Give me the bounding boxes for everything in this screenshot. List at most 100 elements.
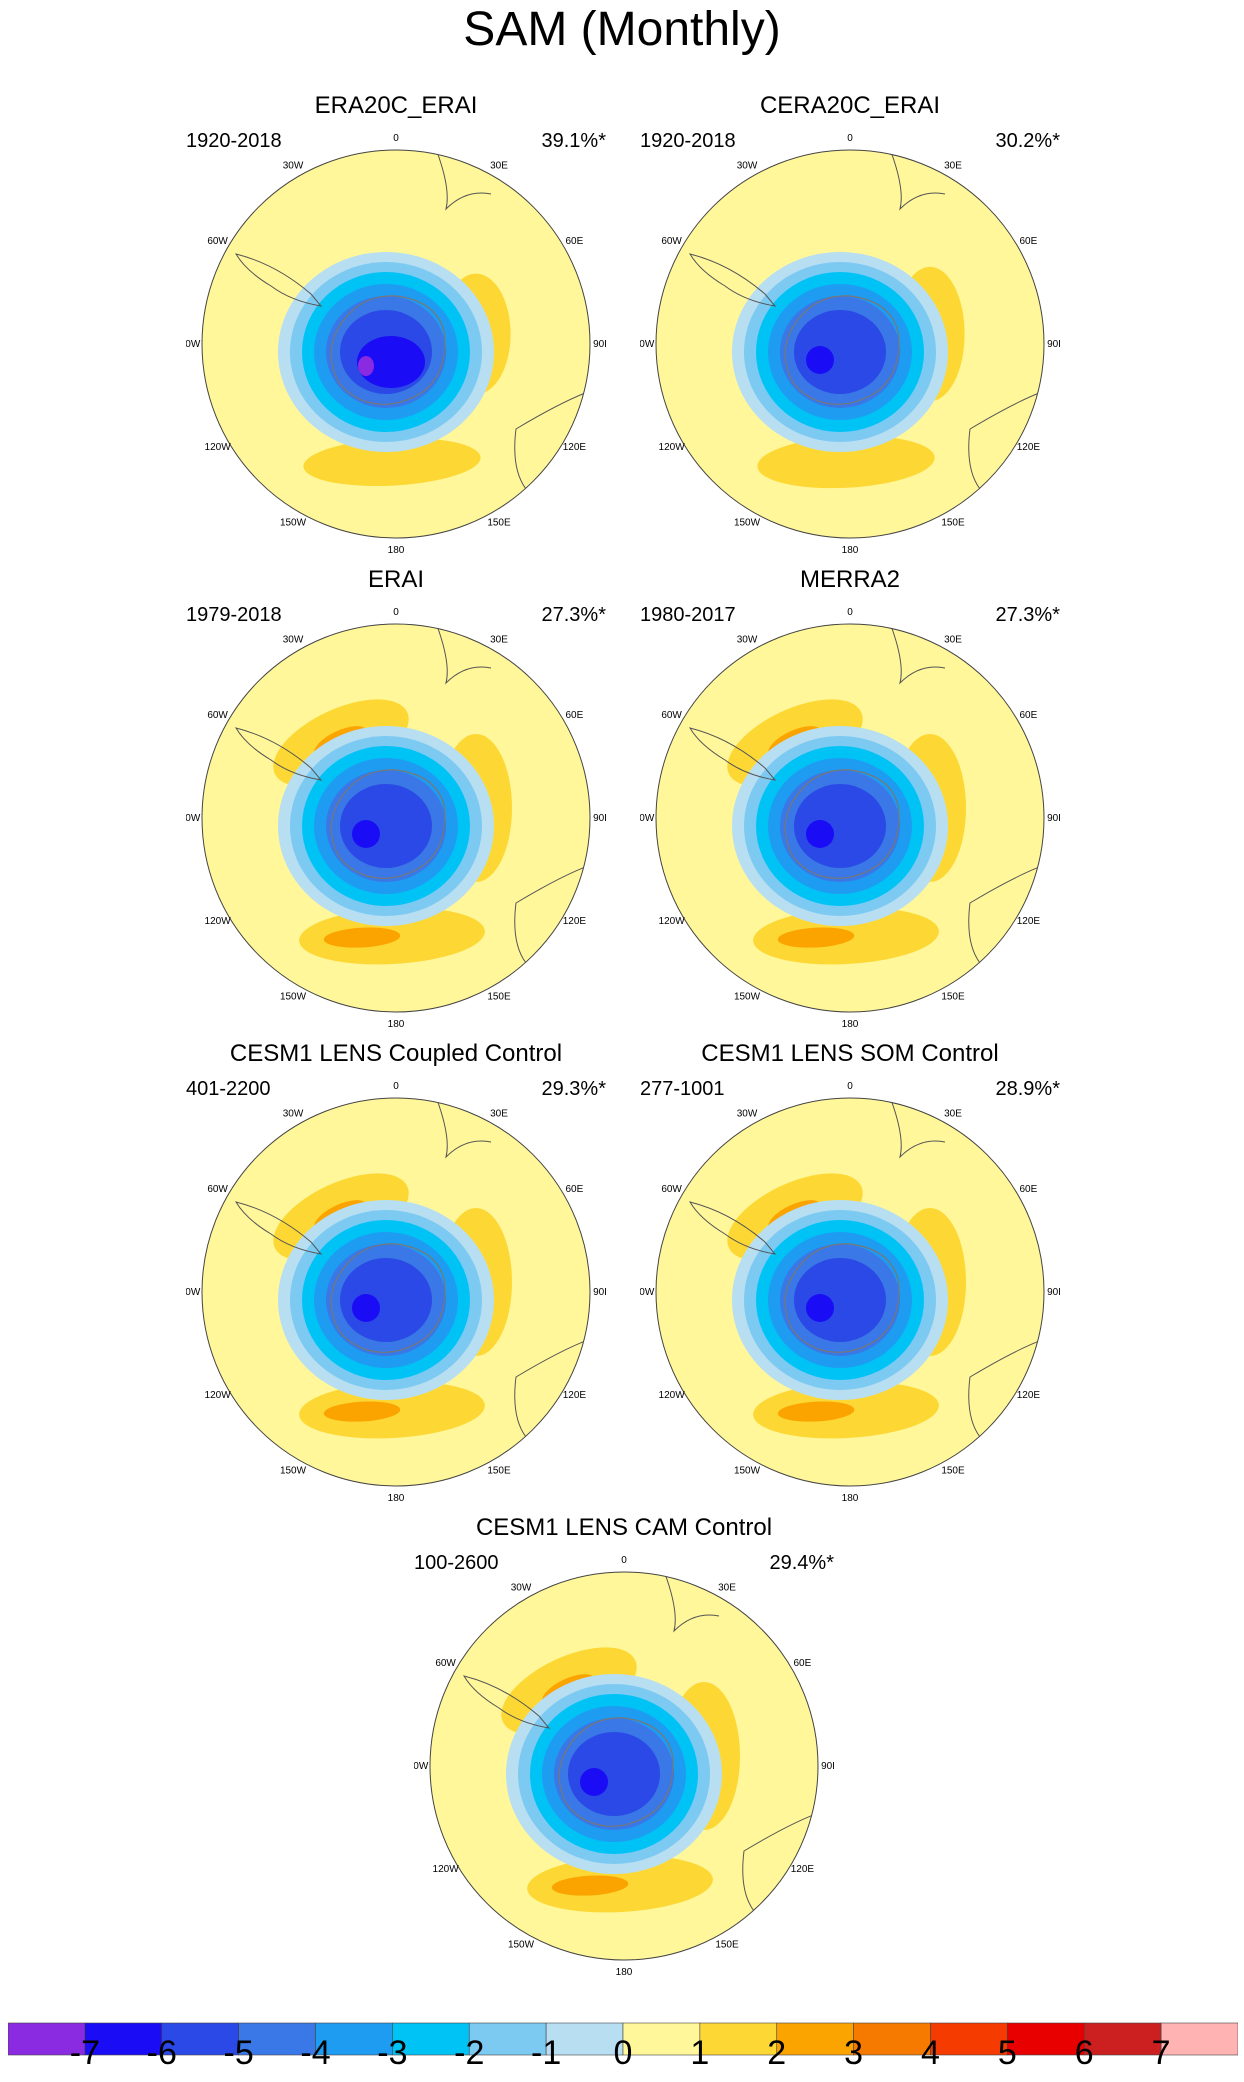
longitude-tick-label: 30W xyxy=(283,635,304,646)
antarctica-coastline xyxy=(558,1717,674,1827)
panel-cesm1-cam-control: CESM1 LENS CAM Control 100-2600 29.4%* 0… xyxy=(414,1514,835,1976)
longitude-tick-label: 150W xyxy=(508,1939,535,1950)
longitude-tick-label: 120W xyxy=(433,1864,460,1875)
antarctica-coastline xyxy=(784,769,900,879)
antarctica-coastline xyxy=(330,1243,446,1353)
longitude-tick-label: 60E xyxy=(566,710,584,721)
map-border xyxy=(201,623,591,1013)
panel-years: 1980-2017 xyxy=(640,604,736,626)
longitude-tick-label: 120W xyxy=(205,1390,232,1401)
longitude-tick-label: 60E xyxy=(1020,1184,1038,1195)
colorbar-swatch xyxy=(8,2022,86,2056)
max-negative-core xyxy=(358,356,374,376)
longitude-tick-label: 30E xyxy=(944,635,962,646)
panel-title: CESM1 LENS Coupled Control xyxy=(229,1040,563,1067)
longitude-tick-label: 120E xyxy=(1017,442,1041,453)
south-america-outline xyxy=(234,253,323,307)
colorbar-label: -1 xyxy=(531,2034,562,2072)
colorbar-label: 3 xyxy=(844,2034,864,2072)
south-america-outline xyxy=(462,1675,551,1729)
antarctica-coastline xyxy=(784,295,900,405)
longitude-tick-label: 30W xyxy=(283,1109,304,1120)
antarctica-coastline xyxy=(330,769,446,879)
longitude-tick-label: 120W xyxy=(659,1390,686,1401)
map-border xyxy=(201,1097,591,1487)
longitude-tick-label: 30W xyxy=(283,161,304,172)
panel-cesm1-coupled-control: CESM1 LENS Coupled Control 401-2200 29.3… xyxy=(186,1040,606,1502)
longitude-tick-label: 0 xyxy=(393,607,399,618)
positive-anomaly-region xyxy=(757,435,935,489)
positive-anomaly-core xyxy=(323,1401,401,1422)
longitude-tick-label: 180 xyxy=(388,1493,405,1502)
negative-anomaly-contour xyxy=(794,310,886,394)
longitude-tick-label: 180 xyxy=(842,1019,859,1028)
strong-negative-core xyxy=(352,820,380,848)
colorbar-swatch xyxy=(84,2022,163,2056)
longitude-tick-label: 60W xyxy=(207,236,228,247)
negative-anomaly-contour xyxy=(340,1258,432,1342)
map-border xyxy=(655,1097,1045,1487)
longitude-tick-label: 30W xyxy=(737,161,758,172)
longitude-tick-label: 180 xyxy=(388,1019,405,1028)
colorbar-label: -3 xyxy=(377,2034,408,2072)
panel-title: MERRA2 xyxy=(799,566,901,593)
polar-map: 0 30E 60E 90E 120E 150E 180 150W 120W 90W 60W 30W xyxy=(186,133,606,554)
panel-years: 401-2200 xyxy=(186,1078,271,1100)
longitude-tick-label: 120W xyxy=(659,916,686,927)
longitude-tick-label: 90E xyxy=(821,1761,834,1772)
longitude-tick-label: 150E xyxy=(487,1465,511,1476)
longitude-tick-label: 120E xyxy=(1017,916,1041,927)
panel-variance: 29.4%* xyxy=(769,1552,835,1574)
colorbar-swatch xyxy=(776,2022,854,2056)
longitude-tick-label: 60E xyxy=(566,236,584,247)
longitude-tick-label: 120W xyxy=(659,442,686,453)
colorbar-swatch xyxy=(853,2022,931,2056)
south-america-outline xyxy=(234,727,323,781)
longitude-tick-label: 30E xyxy=(490,635,508,646)
longitude-tick-label: 60W xyxy=(207,1184,228,1195)
longitude-tick-label: 30E xyxy=(490,161,508,172)
longitude-tick-label: 150W xyxy=(280,991,307,1002)
polar-map: 0 30E 60E 90E 120E 150E 180 150W 120W 90W 60W 30W xyxy=(186,1081,606,1502)
longitude-tick-label: 30W xyxy=(511,1583,532,1594)
longitude-tick-label: 60W xyxy=(661,1184,682,1195)
map-border xyxy=(655,149,1045,539)
panel-era20c-erai: ERA20C_ERAI 1920-2018 39.1%* 0 30E 60E 90E 1… xyxy=(186,92,606,554)
panel-years: 100-2600 xyxy=(414,1552,499,1574)
map-border xyxy=(429,1571,819,1961)
longitude-tick-label: 90W xyxy=(414,1761,429,1772)
polar-map: 0 30E 60E 90E 120E 150E 180 150W 120W 90W 60W 30W xyxy=(640,133,1060,554)
longitude-tick-label: 30E xyxy=(944,1109,962,1120)
longitude-tick-label: 60E xyxy=(794,1658,812,1669)
longitude-tick-label: 0 xyxy=(393,1081,399,1092)
panel-title: CESM1 LENS CAM Control xyxy=(475,1514,773,1541)
panel-cesm1-som-control: CESM1 LENS SOM Control 277-1001 28.9%* 0… xyxy=(640,1040,1060,1502)
polar-map: 0 30E 60E 90E 120E 150E 180 150W 120W 90W 60W 30W xyxy=(640,607,1060,1028)
longitude-tick-label: 120W xyxy=(205,916,232,927)
africa-outline xyxy=(889,1098,946,1159)
longitude-tick-label: 30W xyxy=(737,635,758,646)
colorbar-label: 1 xyxy=(690,2034,710,2072)
negative-anomaly-contour xyxy=(568,1732,660,1816)
panel-years: 1920-2018 xyxy=(186,130,282,152)
south-america-outline xyxy=(688,253,777,307)
longitude-tick-label: 180 xyxy=(388,545,405,554)
longitude-tick-label: 150E xyxy=(941,991,965,1002)
longitude-tick-label: 150W xyxy=(280,517,307,528)
south-america-outline xyxy=(234,1201,323,1255)
positive-anomaly-core xyxy=(323,927,401,948)
colorbar-swatch xyxy=(1160,2022,1238,2056)
panel-title: CESM1 LENS SOM Control xyxy=(701,1040,999,1067)
panel-variance: 27.3%* xyxy=(541,604,607,626)
panel-merra2: MERRA2 1980-2017 27.3%* 0 30E 60E 90E 120E 15… xyxy=(640,566,1060,1028)
longitude-tick-label: 0 xyxy=(847,1081,853,1092)
map-border xyxy=(655,623,1045,1013)
weak-negative-region xyxy=(518,504,574,524)
strong-negative-core xyxy=(580,1768,608,1796)
longitude-tick-label: 90W xyxy=(186,1287,201,1298)
longitude-tick-label: 60E xyxy=(1020,236,1038,247)
colorbar-swatch xyxy=(392,2022,470,2056)
strong-negative-core xyxy=(357,336,425,388)
longitude-tick-label: 150E xyxy=(941,1465,965,1476)
longitude-tick-label: 150W xyxy=(734,1465,761,1476)
